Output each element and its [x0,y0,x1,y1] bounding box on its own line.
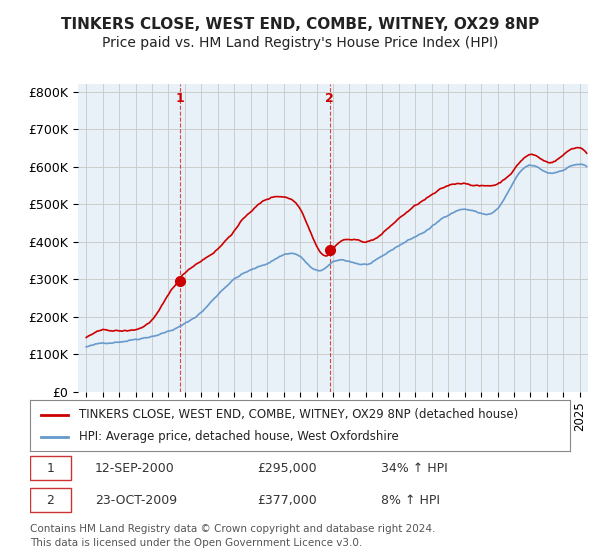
Text: 2: 2 [46,494,54,507]
Text: Contains HM Land Registry data © Crown copyright and database right 2024.
This d: Contains HM Land Registry data © Crown c… [30,524,436,548]
Text: Price paid vs. HM Land Registry's House Price Index (HPI): Price paid vs. HM Land Registry's House … [102,36,498,50]
FancyBboxPatch shape [30,456,71,480]
Text: TINKERS CLOSE, WEST END, COMBE, WITNEY, OX29 8NP (detached house): TINKERS CLOSE, WEST END, COMBE, WITNEY, … [79,408,518,421]
Text: 34% ↑ HPI: 34% ↑ HPI [381,461,448,474]
Text: TINKERS CLOSE, WEST END, COMBE, WITNEY, OX29 8NP: TINKERS CLOSE, WEST END, COMBE, WITNEY, … [61,17,539,32]
Text: 1: 1 [46,461,54,474]
Text: 23-OCT-2009: 23-OCT-2009 [95,494,177,507]
FancyBboxPatch shape [30,488,71,512]
Text: 1: 1 [176,91,184,105]
Text: 8% ↑ HPI: 8% ↑ HPI [381,494,440,507]
Text: HPI: Average price, detached house, West Oxfordshire: HPI: Average price, detached house, West… [79,430,398,443]
Text: £377,000: £377,000 [257,494,317,507]
Text: 12-SEP-2000: 12-SEP-2000 [95,461,175,474]
Text: 2: 2 [325,91,334,105]
Text: £295,000: £295,000 [257,461,316,474]
